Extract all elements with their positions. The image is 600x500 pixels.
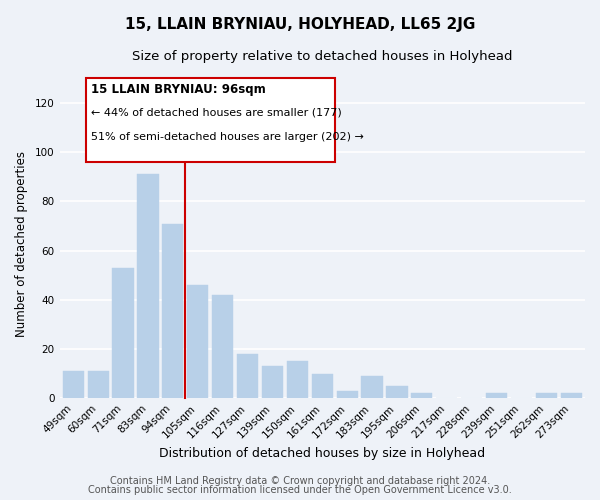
Bar [561, 394, 582, 398]
Text: Contains HM Land Registry data © Crown copyright and database right 2024.: Contains HM Land Registry data © Crown c… [110, 476, 490, 486]
Text: ← 44% of detached houses are smaller (177): ← 44% of detached houses are smaller (17… [91, 108, 341, 118]
Bar [112, 268, 134, 398]
Text: 51% of semi-detached houses are larger (202) →: 51% of semi-detached houses are larger (… [91, 132, 364, 142]
Bar [386, 386, 407, 398]
Text: 15 LLAIN BRYNIAU: 96sqm: 15 LLAIN BRYNIAU: 96sqm [91, 83, 265, 96]
Bar [536, 394, 557, 398]
Bar [62, 372, 84, 398]
Bar [287, 362, 308, 399]
Bar [237, 354, 258, 399]
Y-axis label: Number of detached properties: Number of detached properties [15, 152, 28, 338]
Bar [212, 295, 233, 399]
FancyBboxPatch shape [86, 78, 335, 162]
Bar [162, 224, 184, 398]
Bar [337, 391, 358, 398]
Bar [311, 374, 333, 398]
Text: Contains public sector information licensed under the Open Government Licence v3: Contains public sector information licen… [88, 485, 512, 495]
Bar [137, 174, 158, 398]
Bar [262, 366, 283, 398]
Bar [88, 372, 109, 398]
Bar [361, 376, 383, 398]
X-axis label: Distribution of detached houses by size in Holyhead: Distribution of detached houses by size … [159, 447, 485, 460]
Text: 15, LLAIN BRYNIAU, HOLYHEAD, LL65 2JG: 15, LLAIN BRYNIAU, HOLYHEAD, LL65 2JG [125, 18, 475, 32]
Bar [187, 285, 208, 399]
Title: Size of property relative to detached houses in Holyhead: Size of property relative to detached ho… [132, 50, 512, 63]
Bar [412, 394, 433, 398]
Bar [486, 394, 507, 398]
